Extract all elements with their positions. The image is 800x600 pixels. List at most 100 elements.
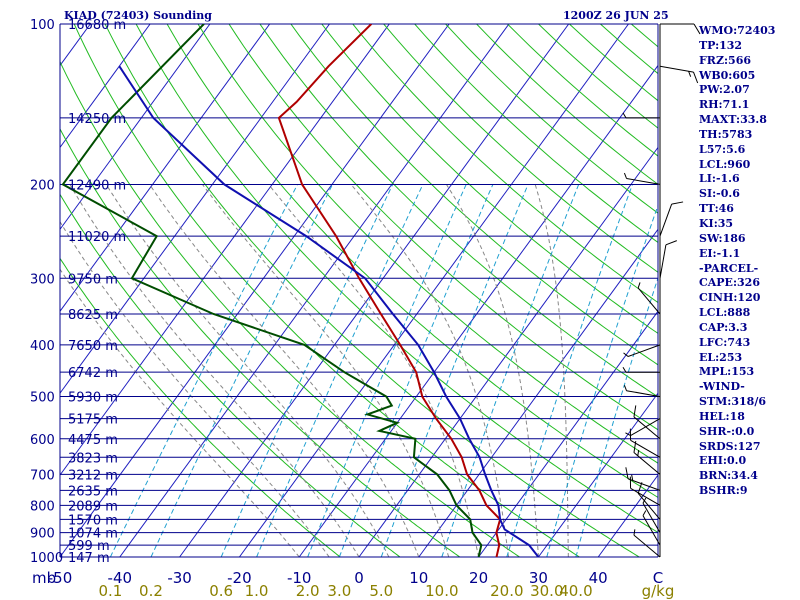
isotherm-line [60,24,271,313]
index-row: TT:46 [699,202,734,216]
height-label: 7650 m [68,339,118,354]
wind-barb [659,65,699,84]
pressure-tick-label: 800 [30,499,55,514]
isotherm-line [119,24,510,558]
height-label: 147 m [68,551,110,566]
temperature-tick-label: 30 [529,569,548,587]
temperature-profile-line [277,24,502,558]
wind-barb [625,418,661,437]
index-row: LCL:888 [699,306,751,320]
index-row: MPL:153 [699,365,755,379]
temperature-tick-label: 20 [469,569,488,587]
mixing-ratio-tick-label: 40.0 [559,582,592,600]
height-label: 16680 m [68,18,126,33]
station-title: KIAD (72403) Sounding [64,9,212,22]
isotherm-line [478,310,658,558]
mixing-ratio-tick-label: 2.0 [296,582,320,600]
isotherm-line [60,24,330,395]
wind-barb [623,385,661,398]
temperature-tick-label: -50 [48,569,73,587]
index-row: LFC:743 [699,335,751,349]
height-label: 5930 m [68,391,118,406]
index-row: SI:-0.6 [699,187,740,201]
temperature-tick-label: 0 [354,569,364,587]
pressure-tick-label: 500 [30,391,55,406]
mixing-ratio-tick-label: 0.1 [98,582,122,600]
moist-adiabat-line [149,184,420,558]
index-row: KI:35 [699,216,734,230]
isotherm-line [537,392,658,558]
mixing-ratio-line [109,184,298,558]
index-row: STM:318/6 [699,395,766,409]
wind-barb [637,282,661,315]
height-label: 11020 m [68,230,126,245]
isotherm-line [60,24,450,558]
mixing-ratio-tick-label: 3.0 [327,582,351,600]
temperature-tick-label: -40 [108,569,133,587]
pressure-tick-label: 1000 [30,551,63,566]
index-row: SRDS:127 [699,439,761,453]
index-row: EL:253 [699,350,743,364]
index-row: -PARCEL- [699,261,759,275]
mixing-ratio-unit-label: g/kg [642,582,675,600]
mixing-ratio-tick-label: 0.6 [209,582,233,600]
index-row: SHR-:0.0 [699,424,755,438]
wind-barb [622,112,660,119]
dry-adiabat-lines [60,24,658,558]
wind-barb [629,476,661,506]
pressure-axis-label: mb [32,569,56,587]
wind-barb [660,23,701,35]
index-row: CAPE:326 [699,276,760,290]
moist-adiabat-line [268,184,480,558]
wind-barb [623,344,661,357]
temperature-tick-label: -30 [167,569,192,587]
height-label: 8625 m [68,308,118,323]
mixing-ratio-line [506,184,633,558]
mixing-ratio-line [380,184,529,558]
isotherm-line [60,24,390,476]
wind-barb [659,201,684,237]
index-row: LI:-1.6 [699,172,740,186]
isotherm-line [60,24,211,231]
pressure-tick-label: 600 [30,433,55,448]
index-row: CINH:120 [699,291,761,305]
index-row: WMO:72403 [699,24,776,37]
temperature-tick-label: -10 [287,569,312,587]
mixing-ratio-tick-label: 20.0 [490,582,523,600]
height-label: 2635 m [68,484,118,499]
index-row: HEL:18 [699,409,745,423]
temperature-tick-label: 40 [589,569,608,587]
wind-barb [642,510,661,546]
mixing-ratio-line [546,204,658,558]
pressure-tick-label: 700 [30,468,55,483]
index-row: EI:-1.1 [699,246,741,260]
pressure-tick-label: 900 [30,527,55,542]
wind-barb [637,482,661,520]
wind-barb [659,240,677,279]
mixing-ratio-line [575,276,658,558]
wind-barb [642,497,661,533]
index-row: MAXT:33.8 [699,113,767,127]
index-row: BSHR:9 [699,484,748,498]
wind-barb [633,440,661,475]
wind-barb-column [622,23,701,558]
isobar-lines [59,23,659,558]
mixing-ratio-line [338,184,494,558]
wind-barb [633,529,661,558]
wind-barb [629,428,661,458]
temperature-unit-label: C [653,569,663,587]
mixing-ratio-line [441,184,580,558]
pressure-tick-label: 300 [30,272,55,287]
parcel-profile-line [118,65,540,558]
temperature-tick-label: 10 [409,569,428,587]
temperature-tick-label: -20 [227,569,252,587]
height-label: 14250 m [68,112,126,127]
index-row: LCL:960 [699,157,751,171]
index-row: WB0:605 [699,68,756,82]
valid-time: 1200Z 26 JUN 25 [563,9,669,22]
mixing-ratio-line [220,184,394,558]
mixing-ratio-tick-label: 10.0 [425,582,458,600]
height-label: 6742 m [68,366,118,381]
pressure-tick-label: 400 [30,339,55,354]
